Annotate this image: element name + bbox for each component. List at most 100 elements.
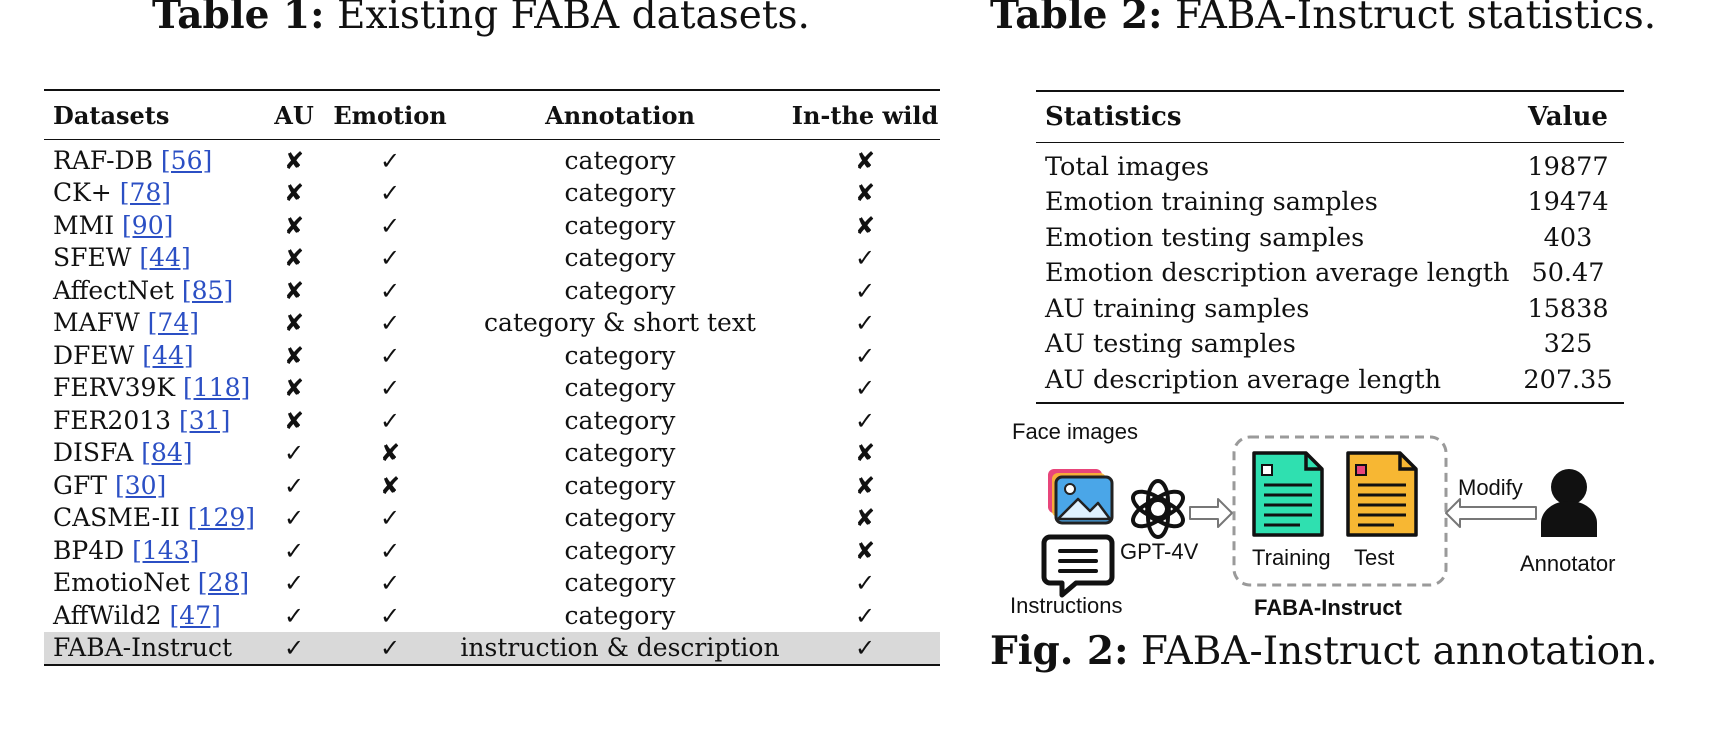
dataset-dashed-box (1232, 435, 1448, 587)
au-mark: ✓ (283, 536, 305, 565)
citation-link[interactable]: [44] (142, 340, 194, 370)
au-mark: ✘ (283, 244, 305, 273)
au-mark: ✓ (283, 569, 305, 598)
citation-link[interactable]: [31] (179, 405, 231, 435)
citation-link[interactable]: [90] (122, 210, 174, 240)
in-the-wild-cell: ✓ (790, 307, 940, 340)
citation-link[interactable]: [30] (114, 470, 167, 500)
dataset-name: CASME-II [129] (44, 502, 258, 535)
table1-row: DISFA [84] ✓ ✘ category ✘ (44, 437, 940, 470)
emotion-mark: ✓ (379, 309, 401, 338)
citation-link[interactable]: [143] (132, 535, 200, 565)
emotion-cell: ✓ (330, 599, 450, 632)
emotion-cell: ✓ (330, 502, 450, 535)
dataset-label: FABA-Instruct (53, 633, 233, 663)
in-the-wild-mark: ✘ (854, 211, 876, 240)
label-dataset-name: FABA-Instruct (1254, 595, 1402, 620)
au-cell: ✘ (258, 140, 330, 177)
emotion-cell: ✓ (330, 140, 450, 177)
statistic-name: Emotion training samples (1045, 187, 1378, 218)
emotion-cell: ✓ (330, 177, 450, 210)
citation-link[interactable]: [84] (141, 438, 193, 468)
table1-row: CASME-II [129] ✓ ✓ category ✘ (44, 502, 940, 535)
table1-row: MMI [90] ✘ ✓ category ✘ (44, 209, 940, 242)
citation-link[interactable]: [85] (181, 275, 234, 305)
citation-link[interactable]: [129] (187, 503, 256, 533)
emotion-mark: ✓ (379, 504, 401, 533)
table1-row: BP4D [143] ✓ ✓ category ✘ (44, 534, 940, 567)
statistic-name: Total images (1045, 151, 1210, 182)
dataset-name: GFT [30] (44, 469, 258, 502)
annotation-cell: category (564, 405, 676, 435)
dataset-name: DISFA [84] (44, 437, 258, 470)
dataset-label: MAFW (53, 308, 140, 338)
in-the-wild-cell: ✘ (790, 502, 940, 535)
citation-link[interactable]: [118] (183, 373, 251, 403)
au-mark: ✓ (283, 601, 305, 630)
citation-link[interactable]: [28] (197, 568, 250, 598)
in-the-wild-mark: ✓ (854, 341, 876, 370)
in-the-wild-mark: ✘ (854, 179, 876, 208)
in-the-wild-cell: ✘ (790, 469, 940, 502)
in-the-wild-mark: ✘ (854, 471, 876, 500)
dataset-label: DISFA (53, 438, 134, 468)
table1-row: CK+ [78] ✘ ✓ category ✘ (44, 177, 940, 210)
au-mark: ✘ (283, 309, 305, 338)
emotion-cell: ✘ (330, 469, 450, 502)
au-mark: ✓ (283, 634, 305, 663)
annotation-cell: category (564, 438, 676, 468)
au-mark: ✘ (283, 406, 305, 435)
table2-header-row: Statistics Value (1036, 90, 1624, 143)
annotator-person-icon (1541, 469, 1597, 537)
au-mark: ✘ (283, 146, 305, 175)
emotion-cell: ✓ (330, 339, 450, 372)
arrow-right-icon (1189, 498, 1233, 528)
emotion-cell: ✓ (330, 567, 450, 600)
label-training: Training (1252, 545, 1331, 570)
table1-row: GFT [30] ✓ ✘ category ✘ (44, 469, 940, 502)
statistic-name: Emotion testing samples (1045, 222, 1365, 253)
table2-caption: Table 2: FABA-Instruct statistics. (990, 0, 1657, 38)
emotion-cell: ✓ (330, 209, 450, 242)
dataset-label: DFEW (53, 340, 135, 370)
emotion-mark: ✓ (379, 244, 401, 273)
dataset-label: MMI (53, 210, 115, 240)
au-mark: ✘ (283, 211, 305, 240)
in-the-wild-cell: ✓ (790, 339, 940, 372)
header-au: AU (258, 89, 330, 140)
header-annotation: Annotation (450, 89, 790, 140)
in-the-wild-mark: ✓ (854, 406, 876, 435)
annotation-cell: category (564, 178, 676, 208)
citation-link[interactable]: [74] (147, 308, 199, 338)
table2-row: Emotion description average length 50.47 (1036, 256, 1624, 292)
citation-link[interactable]: [44] (139, 243, 191, 273)
au-cell: ✘ (258, 242, 330, 275)
table1-row: FABA-Instruct ✓ ✓ instruction & description… (44, 631, 940, 666)
instructions-icon (1041, 534, 1115, 598)
annotation-cell: category (564, 600, 676, 630)
emotion-cell: ✓ (330, 274, 450, 307)
dataset-label: CK+ (53, 178, 112, 208)
table2-row: AU description average length 207.35 (1036, 362, 1624, 404)
au-mark: ✘ (283, 374, 305, 403)
au-cell: ✘ (258, 404, 330, 437)
au-cell: ✘ (258, 307, 330, 340)
citation-link[interactable]: [78] (119, 178, 172, 208)
au-cell: ✓ (258, 534, 330, 567)
table1: Datasets AU Emotion Annotation In-the wi… (44, 89, 940, 666)
in-the-wild-mark: ✘ (854, 536, 876, 565)
dataset-label: BP4D (53, 535, 125, 565)
emotion-cell: ✓ (330, 404, 450, 437)
citation-link[interactable]: [56] (160, 145, 213, 175)
table1-row: FERV39K [118] ✘ ✓ category ✓ (44, 372, 940, 405)
in-the-wild-mark: ✓ (854, 634, 876, 663)
table1-row: MAFW [74] ✘ ✓ category & short text ✓ (44, 307, 940, 340)
annotation-figure: Face images Instructions GPT-4V Training… (990, 419, 1640, 625)
emotion-mark: ✓ (379, 569, 401, 598)
dataset-name: FERV39K [118] (44, 372, 258, 405)
citation-link[interactable]: [47] (169, 600, 221, 630)
in-the-wild-mark: ✓ (854, 569, 876, 598)
table2: Statistics Value Total images 19877 Emotio… (1036, 90, 1624, 404)
au-mark: ✘ (283, 341, 305, 370)
dataset-name: CK+ [78] (44, 177, 258, 210)
